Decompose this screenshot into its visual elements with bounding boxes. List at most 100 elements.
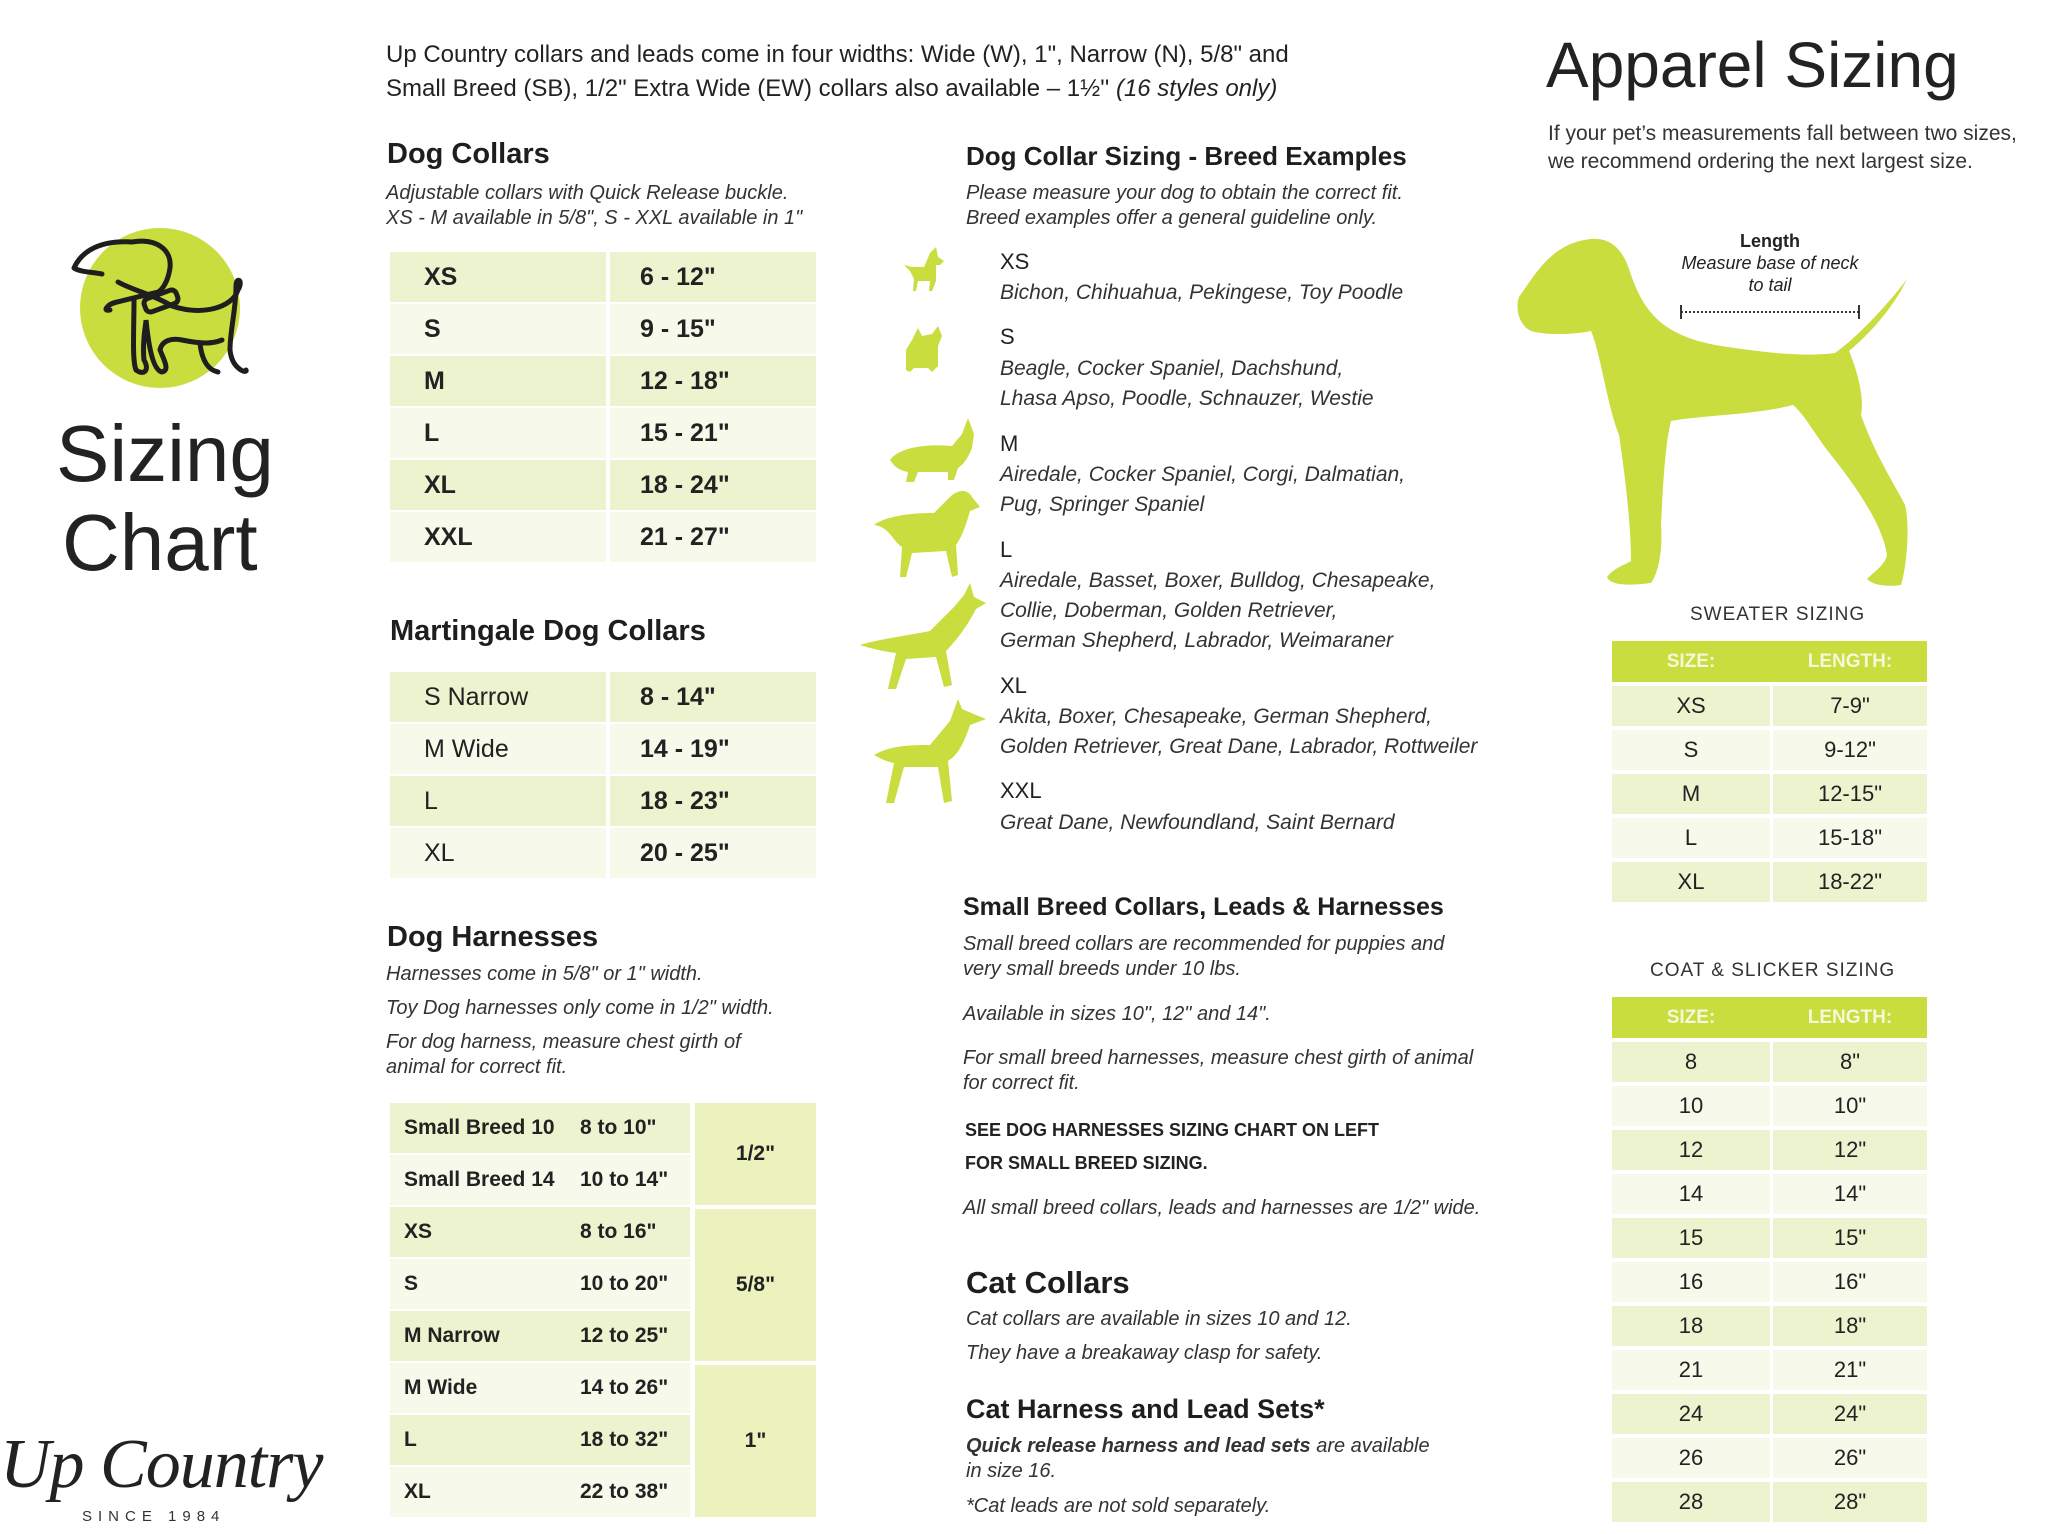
- harnesses-line-3b: animal for correct fit.: [386, 1056, 568, 1078]
- breed-list-l: German Shepherd, Labrador, Weimaraner: [1000, 629, 1393, 652]
- small-breed-bold-1: SEE DOG HARNESSES SIZING CHART ON LEFT: [965, 1120, 1380, 1140]
- length-cell: 12-15": [1773, 774, 1927, 814]
- cat-harness-line-3: *Cat leads are not sold separately.: [966, 1495, 1271, 1517]
- up-country-logo: Up Country: [0, 1426, 323, 1503]
- range-cell: 8 - 14": [610, 672, 816, 722]
- table-row: 10 10": [1612, 1086, 1927, 1126]
- range-cell: 18 to 32": [580, 1428, 669, 1451]
- s-dog-silhouette-icon: [906, 326, 942, 372]
- table-row: XXL 21 - 27": [390, 512, 816, 562]
- width-cell: 1": [695, 1365, 816, 1517]
- size-cell: M Wide: [404, 1376, 478, 1399]
- sizing-title-line-1: Sizing: [56, 409, 274, 498]
- table-row: M Wide 14 to 26": [390, 1363, 690, 1413]
- apparel-title: Apparel Sizing: [1546, 29, 1959, 101]
- size-cell: 10: [1612, 1086, 1770, 1126]
- table-row: Small Breed 10 8 to 10": [390, 1103, 690, 1153]
- length-label: Length: [1740, 231, 1800, 251]
- small-breed-p3b: for correct fit.: [963, 1072, 1080, 1094]
- range-cell: 8 to 10": [580, 1116, 657, 1139]
- size-cell: 18: [1612, 1306, 1770, 1346]
- range-cell: 10 to 14": [580, 1168, 669, 1191]
- range-cell: 9 - 15": [610, 304, 816, 354]
- breed-list-xs: Bichon, Chihuahua, Pekingese, Toy Poodle: [1000, 281, 1404, 304]
- table-row: 12 12": [1612, 1130, 1927, 1170]
- range-cell: 21 - 27": [610, 512, 816, 562]
- table-row: 15 15": [1612, 1218, 1927, 1258]
- header-size: SIZE:: [1666, 650, 1716, 672]
- range-cell: 14 to 26": [580, 1376, 669, 1399]
- breed-list-m: Airedale, Cocker Spaniel, Corgi, Dalmati…: [1000, 463, 1406, 486]
- table-row: 24 24": [1612, 1394, 1927, 1434]
- length-annotation: Length Measure base of neck to tail: [1670, 230, 1870, 296]
- range-cell: 10 to 20": [580, 1272, 669, 1295]
- length-cell: 18": [1773, 1306, 1927, 1346]
- size-cell: 21: [1612, 1350, 1770, 1390]
- size-cell: XL: [404, 1480, 431, 1503]
- size-cell: 15: [1612, 1218, 1770, 1258]
- martingale-title: Martingale Dog Collars: [390, 615, 706, 647]
- logo-since: SINCE 1984: [82, 1508, 226, 1525]
- cat-harness-line-1: Quick release harness and lead sets are …: [966, 1435, 1430, 1457]
- length-cell: 15-18": [1773, 818, 1927, 858]
- table-row: L 18 - 23": [390, 776, 816, 826]
- size-cell: 8: [1612, 1042, 1770, 1082]
- breed-list-s: Lhasa Apso, Poodle, Schnauzer, Westie: [1000, 387, 1374, 410]
- length-cell: 14": [1773, 1174, 1927, 1214]
- table-row: XL 18 - 24": [390, 460, 816, 510]
- xl-dog-silhouette-icon: [860, 583, 986, 689]
- breed-size-xs: XS: [1000, 249, 1030, 274]
- dog-collars-title: Dog Collars: [387, 138, 550, 170]
- size-cell: 16: [1612, 1262, 1770, 1302]
- length-cell: 21": [1773, 1350, 1927, 1390]
- table-row: 14 14": [1612, 1174, 1927, 1214]
- header-length: LENGTH:: [1807, 650, 1893, 672]
- table-row: M Narrow 12 to 25": [390, 1311, 690, 1361]
- sizing-title-line-2: Chart: [62, 498, 258, 587]
- length-cell: 10": [1773, 1086, 1927, 1126]
- intro-line-1: Up Country collars and leads come in fou…: [386, 41, 1289, 68]
- coat-title: COAT & SLICKER SIZING: [1650, 960, 1896, 981]
- size-cell: 14: [1612, 1174, 1770, 1214]
- size-cell: S Narrow: [390, 672, 606, 722]
- table-row: 18 18": [1612, 1306, 1927, 1346]
- apparel-sub-2: we recommend ordering the next largest s…: [1548, 150, 1973, 173]
- length-desc-1: Measure base of neck: [1681, 253, 1859, 273]
- m-dog-silhouette-icon: [890, 418, 974, 482]
- cat-collars-line-2: They have a breakaway clasp for safety.: [966, 1342, 1323, 1364]
- breed-size-l: L: [1000, 537, 1013, 562]
- range-cell: 18 - 24": [610, 460, 816, 510]
- small-breed-p4: All small breed collars, leads and harne…: [963, 1197, 1481, 1219]
- table-row: L 18 to 32": [390, 1415, 690, 1465]
- harnesses-title: Dog Harnesses: [387, 921, 599, 953]
- size-cell: L: [404, 1428, 417, 1451]
- table-row: XL 18-22": [1612, 862, 1927, 902]
- table-row: 28 28": [1612, 1482, 1927, 1522]
- length-cell: 16": [1773, 1262, 1927, 1302]
- apparel-subtitle: If your pet’s measurements fall between …: [1548, 120, 2017, 176]
- harnesses-line-2: Toy Dog harnesses only come in 1/2" widt…: [386, 997, 774, 1019]
- size-cell: 26: [1612, 1438, 1770, 1478]
- cat-collars-line-1: Cat collars are available in sizes 10 an…: [966, 1308, 1352, 1330]
- dog-collars-sub-1: Adjustable collars with Quick Release bu…: [386, 182, 789, 204]
- xs-dog-silhouette-icon: [904, 247, 944, 291]
- length-cell: 9-12": [1773, 730, 1927, 770]
- table-row: XS 6 - 12": [390, 252, 816, 302]
- table-header: SIZE: LENGTH:: [1612, 641, 1927, 682]
- size-cell: M Wide: [390, 724, 606, 774]
- table-row: Small Breed 14 10 to 14": [390, 1155, 690, 1205]
- range-cell: 8 to 16": [580, 1220, 657, 1243]
- breed-list-xxl: Great Dane, Newfoundland, Saint Bernard: [1000, 811, 1395, 834]
- size-cell: L: [390, 408, 606, 458]
- table-row: XL 22 to 38": [390, 1467, 690, 1517]
- length-cell: 15": [1773, 1218, 1927, 1258]
- range-cell: 12 - 18": [610, 356, 816, 406]
- breed-list-l: Collie, Doberman, Golden Retriever,: [1000, 599, 1338, 622]
- dog-collars-sub-2: XS - M available in 5/8", S - XXL availa…: [386, 207, 803, 229]
- small-breed-p1a: Small breed collars are recommended for …: [963, 933, 1445, 955]
- length-desc-2: to tail: [1748, 275, 1792, 295]
- size-cell: M: [1612, 774, 1770, 814]
- table-row: L 15-18": [1612, 818, 1927, 858]
- sweater-table: SIZE: LENGTH: XS 7-9" S 9-12" M 12-15" L 15-1…: [1612, 641, 1927, 906]
- size-cell: XS: [390, 252, 606, 302]
